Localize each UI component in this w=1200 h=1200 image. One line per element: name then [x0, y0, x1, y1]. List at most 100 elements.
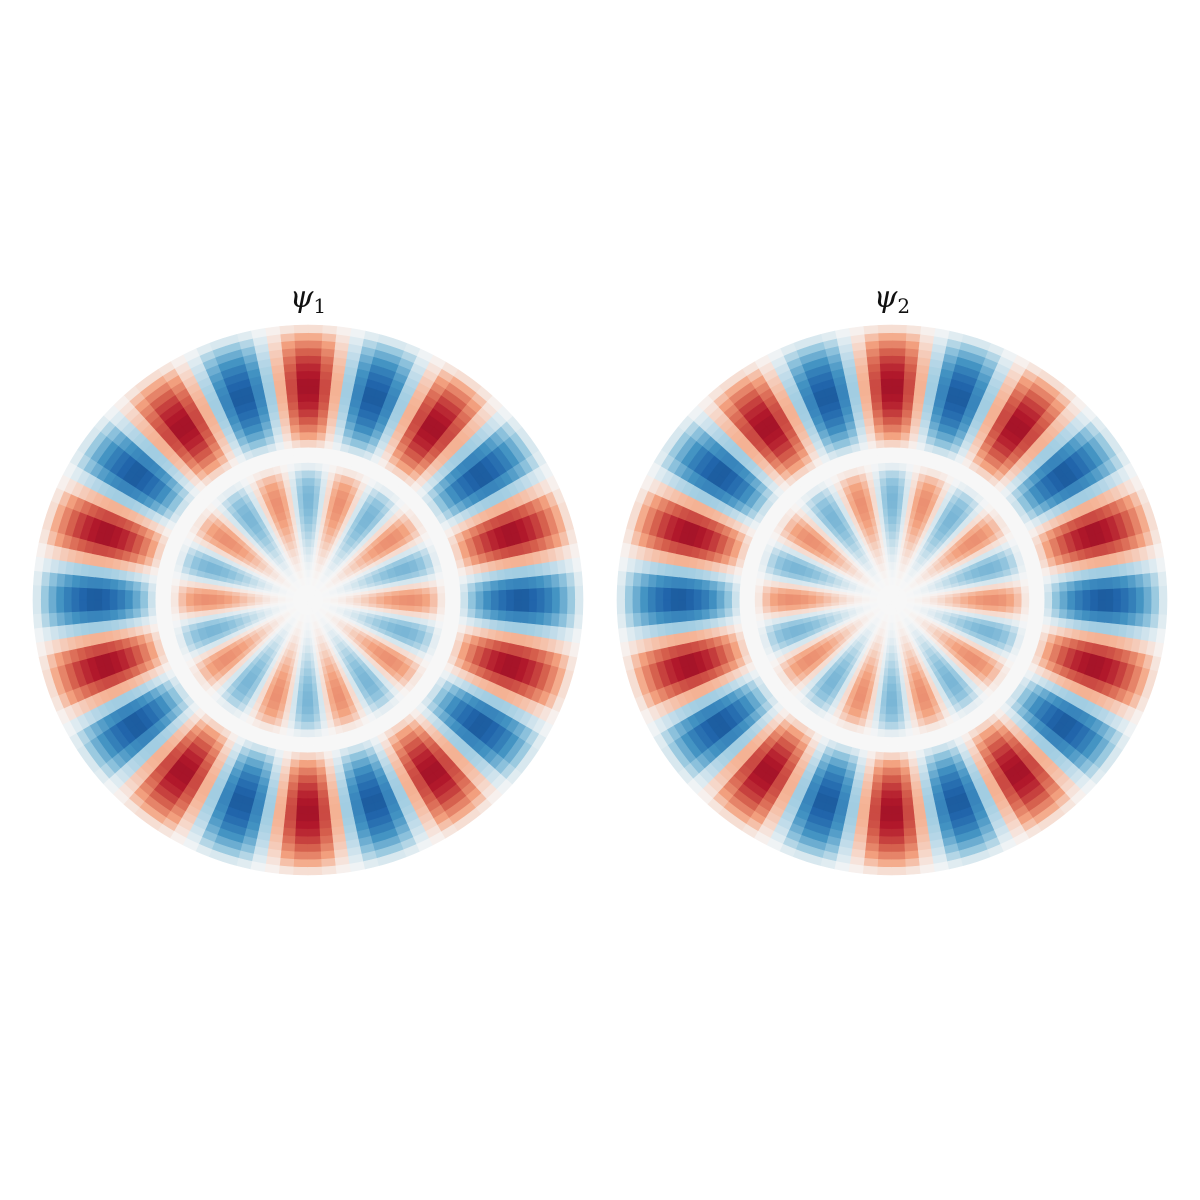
heatmap-cell [300, 462, 309, 471]
heatmap-cell [307, 401, 319, 410]
heatmap-cell [325, 424, 336, 435]
heatmap-cell [109, 609, 119, 622]
heatmap-cell [474, 581, 484, 592]
heatmap-cell [139, 590, 149, 601]
heatmap-cell [319, 370, 333, 381]
heatmap-cell [335, 863, 352, 874]
heatmap-cell [132, 617, 143, 628]
heatmap-cell [94, 577, 104, 590]
heatmap-cell [320, 355, 334, 365]
heatmap-cell [318, 485, 327, 495]
heatmap-cell [302, 500, 309, 509]
heatmap-cell [414, 593, 423, 601]
heatmap-cell [298, 675, 305, 685]
heatmap-cell [544, 586, 553, 601]
heatmap-cell [320, 842, 335, 853]
heatmap-cell [1158, 585, 1168, 601]
heatmap-cell [345, 599, 355, 603]
heatmap-cell [376, 603, 385, 609]
heatmap-cell [93, 599, 103, 612]
heatmap-cell [314, 462, 323, 472]
heatmap-cell [86, 610, 96, 624]
heatmap-cell [414, 605, 423, 613]
heatmap-cell [1005, 586, 1015, 595]
heatmap-cell [293, 728, 302, 738]
heatmap-cell [315, 599, 324, 602]
heatmap-cell [33, 613, 43, 630]
heatmap-cell [444, 599, 454, 608]
heatmap-cell [420, 611, 430, 620]
heatmap-cell [307, 538, 312, 547]
heatmap-cell [315, 447, 325, 456]
heatmap-cell [535, 574, 545, 589]
heatmap-cell [475, 599, 484, 610]
heatmap-cell [473, 572, 484, 583]
heatmap-cell [429, 599, 439, 608]
heatmap-cell [512, 577, 522, 590]
heatmap-cell [307, 370, 321, 380]
heatmap-cell [40, 585, 49, 601]
heatmap-cell [490, 579, 500, 591]
heatmap-cell [1043, 582, 1053, 593]
heatmap-cell [567, 599, 576, 615]
heatmap-cell [307, 714, 315, 723]
heatmap-cell [1127, 574, 1137, 588]
heatmap-cell [101, 610, 111, 622]
heatmap-cell [264, 326, 281, 337]
heatmap-cell [1036, 583, 1045, 593]
heatmap-cell [1135, 586, 1145, 601]
heatmap-cell [321, 857, 337, 868]
heatmap-cell [451, 614, 461, 625]
heatmap-cell [466, 573, 476, 584]
heatmap-cell [162, 592, 172, 601]
heatmap-cell [368, 599, 378, 604]
heatmap-cell [300, 469, 309, 479]
heatmap-cell [140, 616, 150, 627]
heatmap-cell [513, 599, 523, 612]
heatmap-cell [139, 608, 149, 618]
heatmap-cell [288, 416, 300, 426]
heatmap-cell [473, 617, 484, 628]
heatmap-cell [302, 691, 309, 700]
heatmap-cell [460, 599, 469, 609]
heatmap-cell [86, 588, 95, 601]
heatmap-cell [290, 751, 301, 761]
heatmap-cell [140, 573, 150, 584]
heatmap-cell [302, 683, 309, 692]
heatmap-cell [571, 627, 582, 644]
heatmap-cell [307, 446, 317, 456]
heatmap-cell [319, 827, 334, 837]
heatmap-cell [288, 712, 297, 722]
heatmap-cell [294, 851, 309, 861]
heatmap-cell [307, 408, 319, 418]
heatmap-cell [162, 599, 172, 608]
heatmap-cell [302, 508, 309, 517]
plot-panel-psi-1: ψ1 [28, 270, 588, 880]
heatmap-cell [316, 431, 326, 441]
heatmap-cell [246, 596, 255, 601]
heatmap-cell [34, 556, 45, 573]
heatmap-cell [318, 804, 331, 814]
heatmap-cell [178, 579, 188, 588]
heatmap-cell [302, 698, 309, 708]
heatmap-cell [298, 424, 309, 433]
heatmap-cell [444, 584, 454, 594]
heatmap-cell [294, 470, 302, 479]
heatmap-cell [32, 585, 42, 601]
heatmap-cell [436, 585, 446, 594]
heatmap-cell [321, 462, 330, 473]
heatmap-cell [1066, 580, 1076, 592]
heatmap-cell [482, 580, 492, 592]
heatmap-cell [527, 611, 538, 625]
heatmap-cell [435, 613, 446, 622]
heatmap-cell [155, 583, 164, 593]
heatmap-cell [116, 609, 126, 621]
heatmap-cell [280, 850, 296, 860]
heatmap-cell [125, 618, 135, 630]
heatmap-cell [132, 608, 142, 619]
heatmap-cell [286, 789, 299, 799]
heatmap-cell [238, 596, 248, 601]
heatmap-cell [154, 591, 164, 601]
heatmap-cell [317, 401, 330, 411]
heatmap-cell [314, 721, 322, 730]
